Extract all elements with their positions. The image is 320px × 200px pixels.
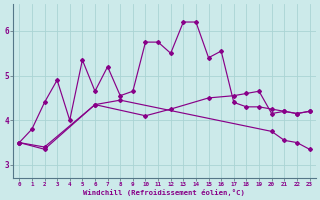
X-axis label: Windchill (Refroidissement éolien,°C): Windchill (Refroidissement éolien,°C): [84, 189, 245, 196]
